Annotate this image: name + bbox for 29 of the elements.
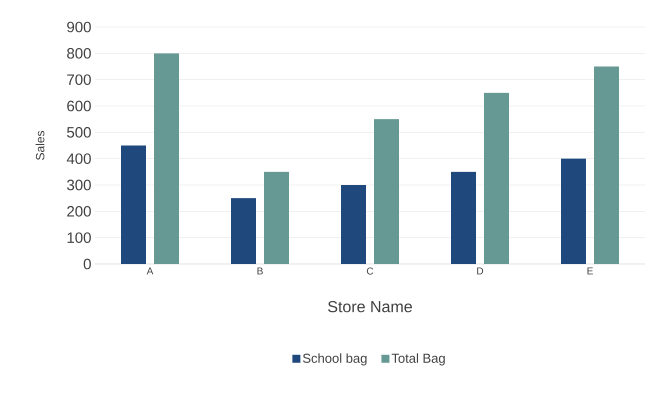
- y-tick-label: 800: [67, 48, 91, 59]
- x-tick-label: A: [146, 268, 154, 274]
- legend-label: School bag: [302, 353, 367, 366]
- x-tick-label: C: [366, 268, 374, 275]
- y-tick-label: 500: [67, 127, 91, 138]
- y-tick-label: 600: [67, 100, 91, 112]
- x-axis-title: Store Name: [328, 300, 412, 312]
- bar: [484, 92, 509, 264]
- bar: [451, 172, 476, 264]
- x-tick-label: D: [477, 268, 484, 274]
- x-tick-label: E: [587, 268, 593, 274]
- bar: [560, 158, 586, 264]
- y-tick-label: 0: [84, 258, 91, 270]
- x-tick-label: B: [257, 268, 263, 274]
- y-tick-label: 700: [67, 74, 91, 85]
- bar: [594, 66, 619, 264]
- y-axis-title: Sales: [36, 130, 44, 160]
- bar: [231, 198, 256, 264]
- y-tick-label: 400: [66, 153, 91, 164]
- y-tick-label: 200: [67, 206, 91, 217]
- bar: [374, 119, 399, 264]
- y-tick-label: 100: [68, 232, 91, 243]
- y-tick-label: 900: [67, 22, 91, 32]
- bar: [264, 172, 290, 264]
- bar: [121, 145, 146, 264]
- y-tick-label: 300: [67, 180, 91, 190]
- legend-label: Total Bag: [392, 353, 445, 366]
- bar: [154, 53, 180, 264]
- bar: [341, 184, 366, 264]
